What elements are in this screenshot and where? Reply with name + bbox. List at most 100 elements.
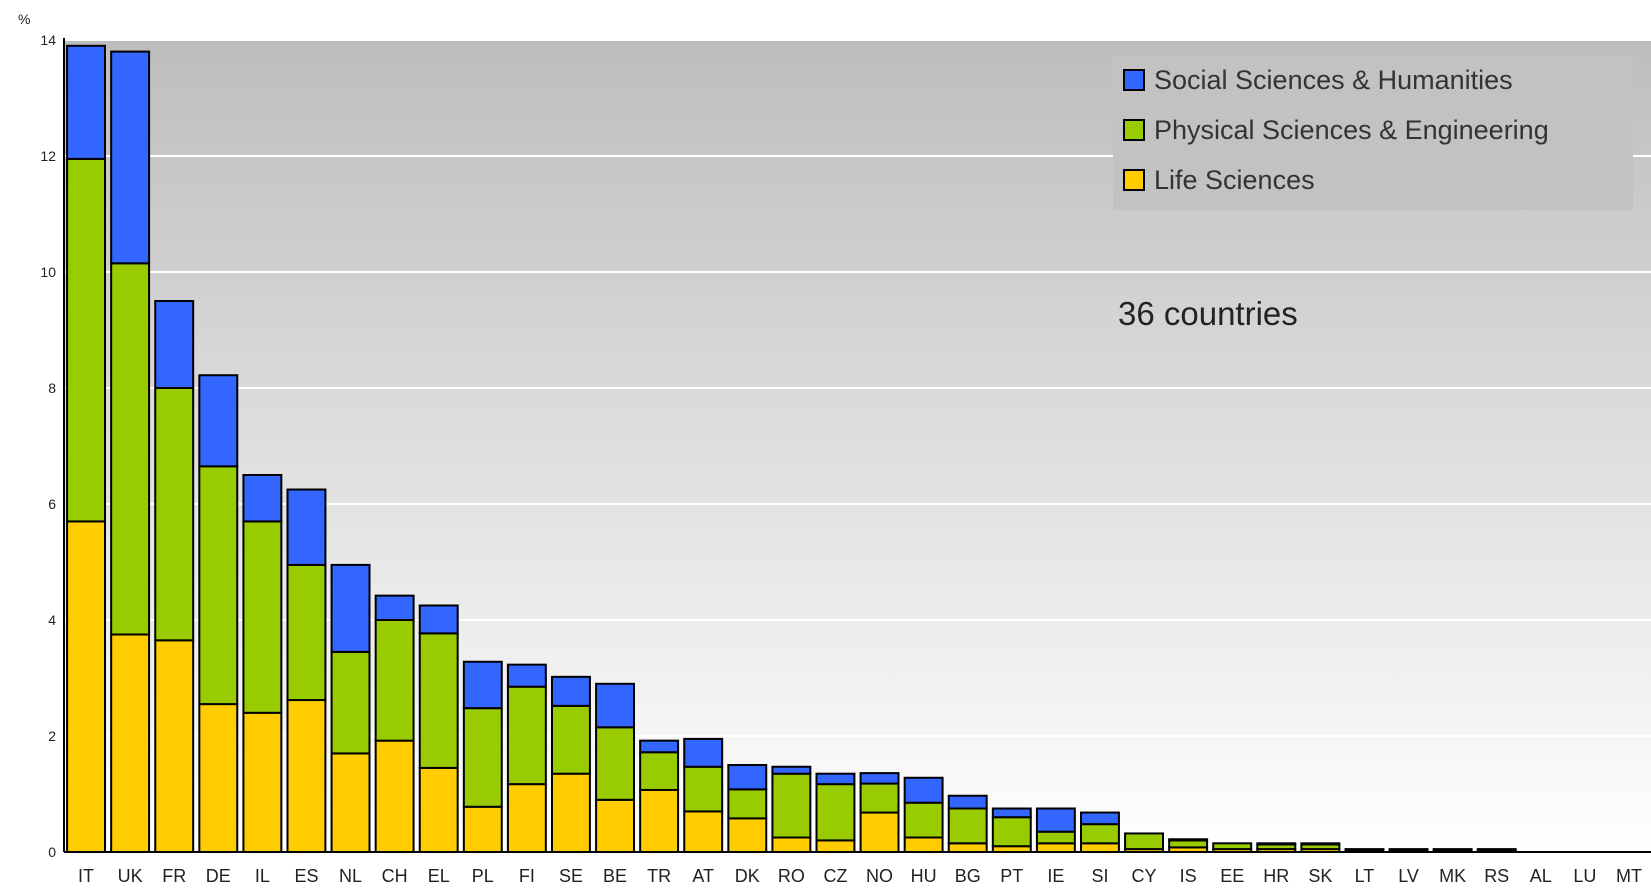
- y-tick-label: 12: [40, 148, 56, 164]
- bar-segment-cz-s0: [815, 839, 856, 854]
- bar-segment-il-s1: [242, 520, 283, 714]
- bar-segment-tr-s2: [639, 739, 680, 754]
- bar-segment-si-s0: [1080, 842, 1120, 853]
- x-tick-label: NO: [866, 866, 893, 886]
- y-tick-label: 6: [48, 496, 56, 512]
- x-tick-label: MK: [1439, 866, 1466, 886]
- bar-segment-fr-s2: [154, 300, 195, 389]
- bar-segment-ie-s1: [1035, 830, 1076, 845]
- bar-segment-uk-s2: [110, 50, 151, 265]
- legend-label: Physical Sciences & Engineering: [1154, 115, 1549, 145]
- y-tick-label: 14: [40, 32, 56, 48]
- x-tick-label: BE: [603, 866, 627, 886]
- legend-label: Life Sciences: [1154, 165, 1315, 195]
- x-tick-label: ES: [294, 866, 318, 886]
- bar-segment-no-s2: [859, 772, 900, 785]
- bar-segment-be-s2: [595, 682, 635, 729]
- x-tick-label: IL: [255, 866, 270, 886]
- x-tick-label: EL: [428, 866, 450, 886]
- y-tick-label: 8: [48, 380, 56, 396]
- x-tick-label: IE: [1047, 866, 1064, 886]
- x-tick-label: PT: [1000, 866, 1023, 886]
- bar-segment-el-s0: [418, 766, 459, 854]
- x-tick-label: TR: [647, 866, 671, 886]
- bar-segment-bg-s0: [947, 842, 988, 853]
- x-tick-label: AT: [692, 866, 714, 886]
- bar-segment-de-s2: [198, 374, 239, 468]
- y-axis-label: %: [18, 11, 30, 27]
- bar-segment-el-s2: [418, 604, 459, 635]
- y-tick-label: 4: [48, 612, 56, 628]
- bar-segment-lv-s1: [1388, 848, 1429, 852]
- bar-segment-it-s0: [66, 520, 106, 854]
- bar-segment-cz-s2: [815, 772, 856, 786]
- bar-segment-at-s1: [683, 765, 724, 813]
- x-tick-label: UK: [118, 866, 143, 886]
- x-tick-label: RO: [778, 866, 805, 886]
- x-tick-label: SI: [1091, 866, 1108, 886]
- bar-segment-de-s1: [198, 465, 239, 706]
- bar-segment-ee-s1: [1212, 842, 1253, 851]
- bar-segment-pl-s1: [462, 707, 503, 808]
- x-tick-label: PL: [472, 866, 494, 886]
- legend-swatch: [1123, 69, 1145, 91]
- bars: [66, 44, 1517, 854]
- bar-segment-hr-s2: [1256, 842, 1297, 846]
- bar-segment-be-s0: [595, 798, 635, 853]
- bar-segment-el-s1: [418, 632, 459, 769]
- bar-segment-de-s0: [198, 703, 239, 853]
- bar-segment-at-s2: [683, 737, 724, 768]
- bar-segment-bg-s2: [947, 794, 988, 810]
- x-tick-label: EE: [1220, 866, 1244, 886]
- bar-segment-pl-s2: [462, 660, 503, 710]
- bar-segment-ch-s1: [374, 619, 415, 742]
- legend-swatch: [1123, 119, 1145, 141]
- x-tick-label: FR: [162, 866, 186, 886]
- bar-segment-be-s1: [595, 726, 635, 801]
- x-tick-label: CY: [1132, 866, 1157, 886]
- bar-segment-is-s1: [1168, 839, 1209, 849]
- bar-segment-pt-s2: [991, 807, 1032, 819]
- y-tick-label: 10: [40, 264, 56, 280]
- bar-segment-no-s1: [859, 782, 900, 814]
- x-tick-label: DE: [206, 866, 231, 886]
- countries-annotation: 36 countries: [1118, 295, 1298, 332]
- bar-segment-bg-s1: [947, 807, 988, 845]
- bar-segment-si-s1: [1080, 823, 1120, 845]
- x-tick-label: MT: [1616, 866, 1642, 886]
- x-tick-label: DK: [735, 866, 760, 886]
- bar-segment-fi-s0: [506, 783, 547, 854]
- bar-segment-rs-s1: [1476, 848, 1517, 852]
- bar-segment-hu-s1: [903, 801, 944, 839]
- legend: Social Sciences & Humanities Physical Sci…: [1113, 56, 1633, 210]
- bar-segment-pl-s0: [462, 805, 503, 854]
- bar-segment-tr-s1: [639, 751, 680, 791]
- x-tick-label: IT: [78, 866, 94, 886]
- bar-segment-nl-s2: [330, 563, 371, 653]
- bar-segment-si-s2: [1080, 811, 1120, 826]
- y-tick-label: 2: [48, 728, 56, 744]
- bar-segment-fi-s1: [506, 685, 547, 786]
- bar-segment-ch-s2: [374, 594, 415, 622]
- x-tick-label: LU: [1573, 866, 1596, 886]
- bar-segment-il-s0: [242, 711, 283, 853]
- x-tick-label: SE: [559, 866, 583, 886]
- legend-swatch: [1123, 169, 1145, 191]
- x-tick-label: FI: [519, 866, 535, 886]
- x-tick-label: CZ: [823, 866, 847, 886]
- bar-segment-lt-s1: [1344, 848, 1385, 852]
- legend-background: [1113, 56, 1633, 210]
- bar-segment-cz-s1: [815, 783, 856, 842]
- x-tick-label: HR: [1263, 866, 1289, 886]
- bar-segment-nl-s1: [330, 650, 371, 755]
- bar-segment-se-s2: [551, 675, 591, 707]
- x-tick-label: NL: [339, 866, 362, 886]
- x-tick-label: CH: [382, 866, 408, 886]
- bar-segment-il-s2: [242, 474, 283, 523]
- bar-segment-uk-s1: [110, 262, 151, 636]
- bar-segment-es-s2: [286, 488, 327, 566]
- bar-segment-fi-s2: [506, 663, 547, 688]
- bar-segment-ro-s2: [771, 765, 812, 775]
- bar-segment-dk-s0: [727, 817, 768, 853]
